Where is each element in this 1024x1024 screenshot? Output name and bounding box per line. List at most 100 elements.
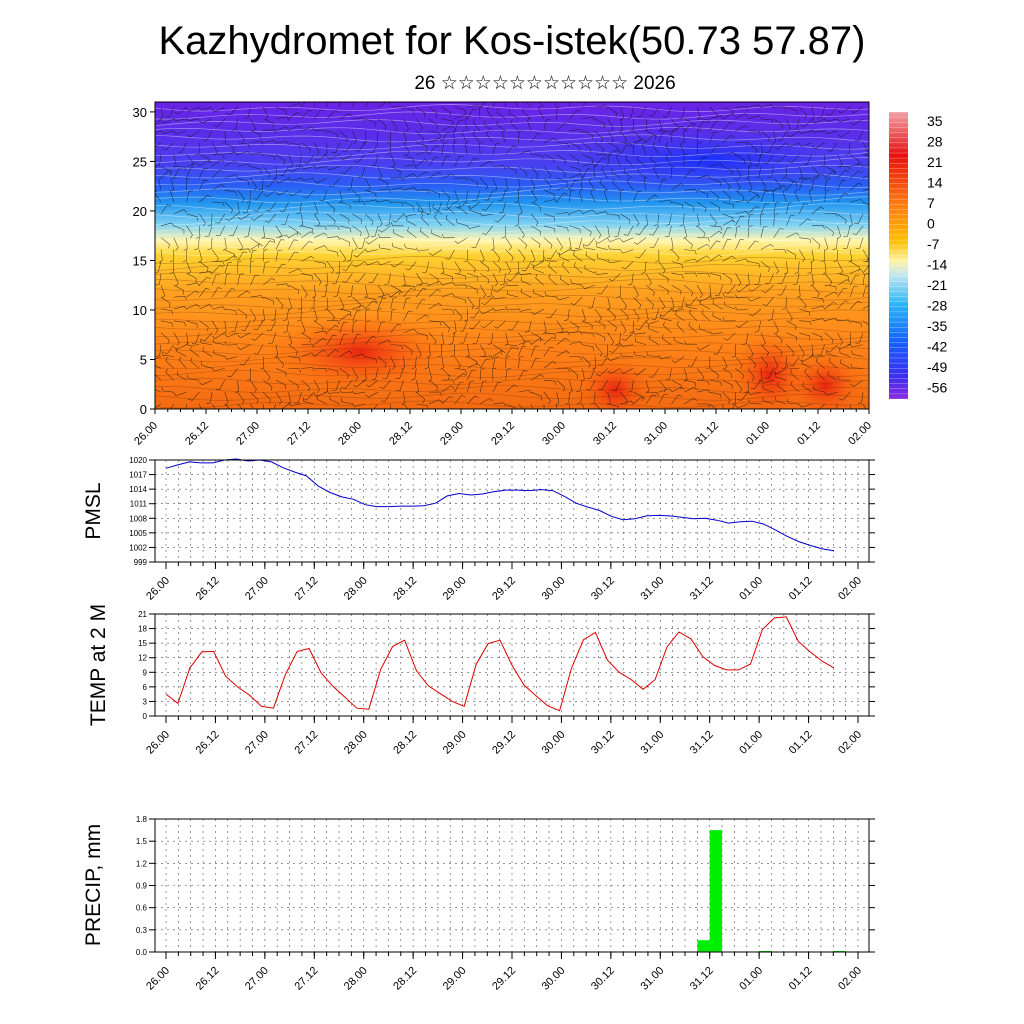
x-tick-label: 01.00: [744, 420, 772, 448]
x-tick-label: 28.12: [387, 420, 415, 448]
x-tick-label: 31.00: [638, 965, 666, 993]
x-tick-label: 31.12: [688, 575, 716, 603]
x-tick-label: 27.12: [292, 575, 320, 603]
colorbar-label: -49: [927, 359, 947, 375]
y-tick-label: 0.0: [136, 948, 148, 957]
colorbar-label: -21: [927, 277, 947, 293]
contour-line: [155, 278, 869, 287]
x-tick-label: 28.00: [336, 420, 364, 448]
y-tick-label: 0.3: [136, 926, 148, 935]
x-tick-label: 02.00: [846, 420, 874, 448]
x-tick-label: 01.12: [787, 729, 815, 757]
contour-line: [155, 134, 869, 143]
x-tick-label: 26.00: [132, 420, 160, 448]
contour-line: [155, 104, 869, 112]
temperature-y-axis-label: TEMP at 2 M: [87, 604, 110, 726]
contour-line: [155, 157, 869, 166]
x-tick-label: 26.00: [144, 729, 172, 757]
y-tick-label: 12: [138, 654, 147, 663]
x-tick-label: 31.00: [638, 729, 666, 757]
y-tick-label: 15: [138, 639, 147, 648]
y-tick-label: 0.6: [136, 904, 148, 913]
x-tick-label: 31.00: [638, 575, 666, 603]
contour-line: [155, 354, 869, 363]
y-tick-label: 6: [143, 683, 148, 692]
temperature-series-line: [165, 616, 835, 712]
contour-line: [155, 385, 869, 394]
contour-line: [155, 195, 869, 204]
colorbar-label: 0: [927, 215, 935, 231]
y-tick-label: 1002: [129, 543, 147, 552]
contour-line: [155, 294, 869, 302]
x-tick-label: 29.12: [490, 729, 518, 757]
contour-line: [155, 241, 869, 249]
y-tick-label: 18: [138, 625, 147, 634]
x-tick-label: 30.00: [540, 420, 568, 448]
x-tick-label: 28.00: [342, 575, 370, 603]
y-tick-label: 20: [133, 204, 147, 219]
x-tick-label: 31.12: [693, 420, 721, 448]
x-tick-label: 02.00: [836, 729, 864, 757]
contour-line: [155, 217, 869, 226]
contour-line: [155, 339, 869, 348]
y-tick-label: 1.8: [136, 815, 148, 824]
contour-lines: [155, 104, 869, 409]
y-tick-label: 1.5: [136, 837, 148, 846]
y-tick-label: 1008: [129, 514, 147, 523]
x-tick-label: 31.00: [642, 420, 670, 448]
contour-line: [155, 126, 869, 135]
x-tick-label: 29.12: [490, 575, 518, 603]
x-tick-label: 30.00: [540, 965, 568, 993]
contour-line: [155, 392, 869, 401]
x-tick-label: 29.00: [441, 965, 469, 993]
contour-line: [155, 256, 869, 265]
y-tick-label: 1014: [129, 485, 147, 494]
x-tick-label: 27.00: [234, 420, 262, 448]
x-tick-label: 26.00: [144, 965, 172, 993]
pmsl-frame: [154, 459, 870, 563]
colorbar-label: 35: [927, 113, 943, 129]
colorbar-label: -14: [927, 256, 947, 272]
pmsl-y-axis-label: PMSL: [82, 482, 105, 539]
y-tick-label: 0.9: [136, 882, 148, 891]
colorbar-label: 21: [927, 154, 943, 170]
y-tick-label: 0: [143, 712, 148, 721]
x-tick-label: 01.12: [787, 575, 815, 603]
x-tick-label: 26.12: [194, 575, 222, 603]
contour-line: [155, 332, 869, 340]
x-tick-label: 29.00: [441, 729, 469, 757]
x-tick-label: 26.12: [194, 729, 222, 757]
contour-line: [155, 111, 869, 120]
x-tick-label: 27.12: [292, 965, 320, 993]
x-tick-label: 27.00: [243, 965, 271, 993]
precipitation-y-axis-label: PRECIP, mm: [82, 824, 105, 946]
precip-bar: [709, 830, 723, 952]
x-tick-label: 29.12: [489, 420, 517, 448]
x-tick-label: 30.12: [589, 729, 617, 757]
y-tick-label: 1.2: [136, 859, 148, 868]
y-tick-label: 10: [133, 303, 147, 318]
y-tick-label: 9: [143, 668, 148, 677]
cold-core: [555, 130, 855, 190]
contour-line: [155, 225, 869, 234]
colorbar-label: 14: [927, 174, 943, 190]
contour-line: [155, 150, 869, 158]
page-subtitle: 26 ☆☆☆☆☆☆☆☆☆☆☆ 2026: [414, 73, 676, 94]
contour-line: [155, 286, 869, 295]
x-tick-label: 28.12: [391, 965, 419, 993]
y-tick-label: 15: [133, 253, 147, 268]
colorbar-label: 28: [927, 133, 943, 149]
contour-line: [155, 210, 869, 219]
x-tick-label: 30.12: [589, 965, 617, 993]
x-tick-label: 30.12: [589, 575, 617, 603]
page-title: Kazhydromet for Kos-istek(50.73 57.87): [158, 19, 866, 63]
x-tick-label: 02.00: [836, 965, 864, 993]
y-tick-label: 999: [134, 558, 148, 567]
contour-line: [155, 316, 869, 325]
contour-line: [155, 309, 869, 318]
x-tick-label: 28.12: [391, 575, 419, 603]
contour-line: [155, 263, 869, 272]
pmsl-panel: 999 1002 1005 1008 1011 1014 1017 1020 26.00 26.1…: [82, 456, 875, 603]
colorbar-label: 7: [927, 195, 935, 211]
y-tick-label: 25: [133, 154, 147, 169]
